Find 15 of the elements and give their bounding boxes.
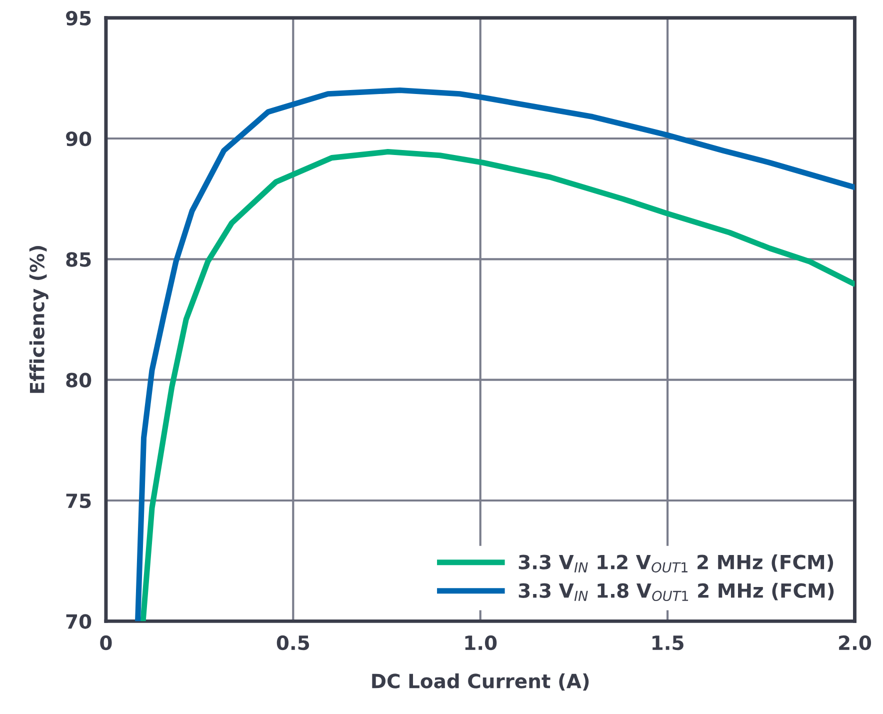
x-tick-label: 1.0 xyxy=(465,635,497,650)
y-tick-label: 80 xyxy=(66,372,92,388)
x-tick-label: 1.5 xyxy=(652,636,684,650)
x-tick-label: 0.5 xyxy=(276,635,310,650)
legend-label: 3.3 V$_{IN}$ 1.8 V$_{OUT1}$ 2 MHz (FCM) xyxy=(518,582,834,602)
x-tick-label: 0 xyxy=(100,635,112,650)
y-axis-title: Efficiency (%) xyxy=(29,246,48,393)
x-tick-label: 2.0 xyxy=(839,635,872,650)
x-axis-title: DC Load Current (A) xyxy=(372,673,589,691)
y-tick-label: 85 xyxy=(66,252,91,267)
y-tick-label: 95 xyxy=(66,10,91,26)
legend-label: 3.3 V$_{IN}$ 1.2 V$_{OUT1}$ 2 MHz (FCM) xyxy=(518,554,834,573)
y-tick-label: 90 xyxy=(66,131,92,146)
y-tick-label: 75 xyxy=(66,494,91,508)
y-tick-label: 70 xyxy=(66,614,92,629)
